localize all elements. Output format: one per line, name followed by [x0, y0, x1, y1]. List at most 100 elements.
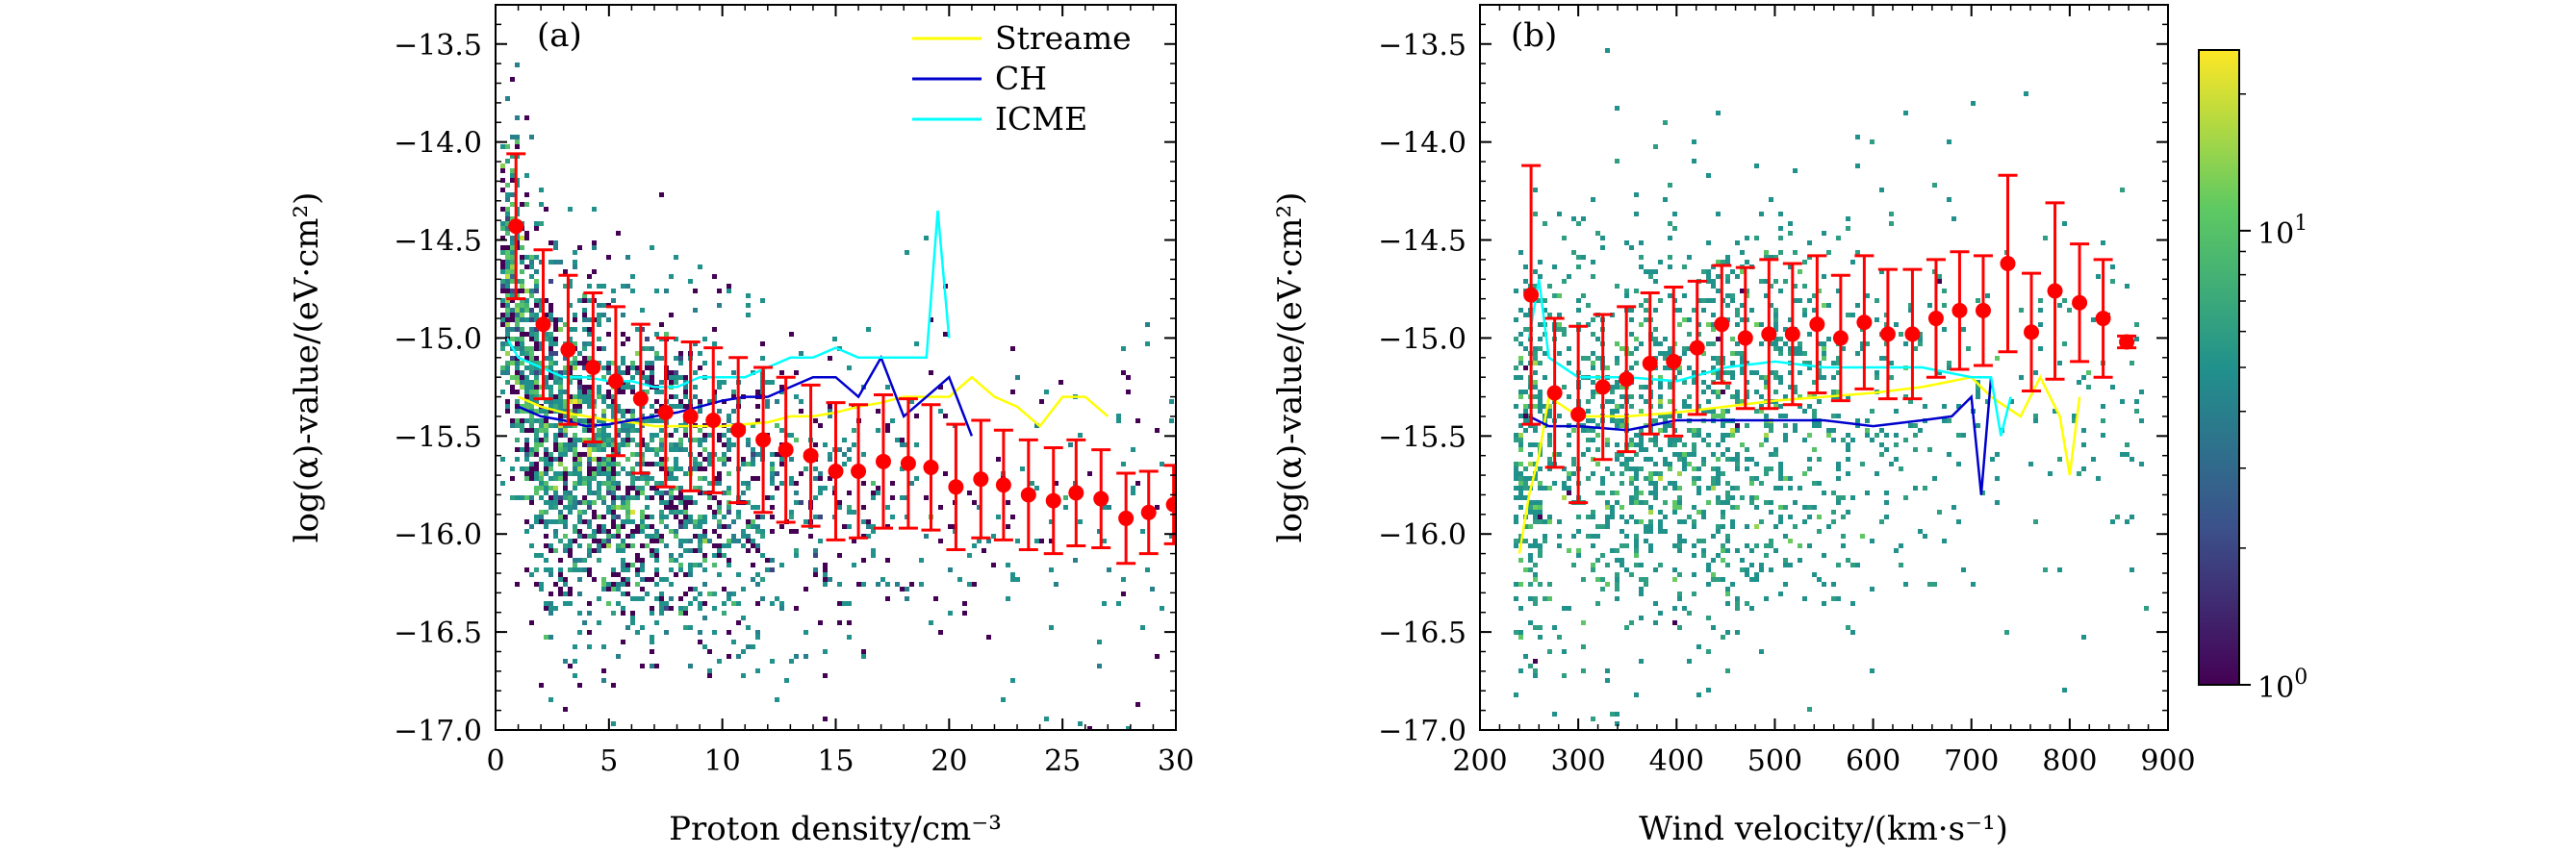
density-cell — [707, 462, 712, 466]
density-cell — [597, 515, 601, 519]
mean-errorbar — [2045, 201, 2065, 381]
density-cell — [616, 486, 621, 491]
density-cell — [746, 293, 751, 298]
density-cell — [1730, 582, 1735, 587]
density-cell — [1150, 587, 1155, 592]
density-cell — [823, 717, 828, 721]
density-cell — [573, 466, 577, 471]
density-cell — [1538, 337, 1543, 341]
density-cell — [548, 240, 553, 245]
density-cell — [664, 289, 669, 293]
density-cell — [625, 433, 630, 438]
density-cell — [573, 539, 577, 543]
density-cell — [1716, 529, 1721, 534]
density-cell — [1701, 462, 1706, 466]
density-cell — [1518, 423, 1523, 428]
density-cell — [1918, 332, 1923, 337]
density-cell — [1121, 592, 1126, 596]
density-cell — [1831, 438, 1836, 442]
density-cell — [688, 625, 693, 630]
density-cell — [539, 341, 544, 346]
density-cell — [1658, 476, 1663, 481]
density-cell — [654, 481, 659, 486]
density-cell — [1010, 572, 1015, 577]
density-cell — [1754, 164, 1759, 168]
mean-errorbar — [533, 248, 553, 401]
density-cell — [510, 245, 515, 250]
density-cell — [1672, 442, 1677, 447]
density-cell — [1514, 462, 1518, 466]
density-cell — [573, 317, 577, 322]
density-cell — [991, 534, 996, 539]
density-cell — [1947, 197, 1951, 202]
density-cell — [1942, 327, 1947, 332]
mean-point — [851, 464, 867, 480]
density-cell — [1672, 438, 1677, 442]
density-cell — [674, 404, 678, 409]
density-cell — [630, 385, 635, 390]
density-cell — [654, 572, 659, 577]
density-cell — [611, 486, 616, 491]
density-cell — [674, 476, 678, 481]
density-cell — [731, 409, 736, 414]
density-cell — [659, 428, 664, 433]
density-cell — [510, 260, 515, 264]
density-cell — [534, 491, 539, 495]
density-cell — [659, 606, 664, 611]
density-cell — [515, 337, 520, 341]
density-cell — [1528, 620, 1533, 625]
density-cell — [688, 563, 693, 567]
density-cell — [727, 447, 731, 452]
density-cell — [1740, 370, 1745, 375]
density-cell — [1754, 495, 1759, 500]
x-tick-label: 400 — [1649, 744, 1704, 778]
density-cell — [1894, 433, 1899, 438]
density-cell — [1538, 553, 1543, 558]
density-cell — [1802, 438, 1807, 442]
density-cell — [1672, 567, 1677, 572]
density-cell — [548, 466, 553, 471]
density-cell — [611, 683, 616, 688]
density-cell — [837, 553, 842, 558]
density-cell — [520, 260, 524, 264]
density-cell — [1860, 341, 1865, 346]
density-cell — [1001, 697, 1006, 702]
density-cell — [650, 433, 654, 438]
density-cell — [611, 582, 616, 587]
density-cell — [568, 303, 573, 308]
density-cell — [515, 63, 520, 67]
density-cell — [722, 433, 727, 438]
density-cell — [683, 519, 688, 524]
density-cell — [1653, 620, 1658, 625]
density-cell — [1538, 409, 1543, 414]
density-cell — [1711, 356, 1716, 361]
density-cell — [813, 548, 818, 553]
density-cell — [597, 313, 601, 317]
density-cell — [1961, 327, 1966, 332]
density-cell — [1966, 346, 1971, 351]
density-cell — [1769, 500, 1773, 505]
density-cell — [1841, 346, 1846, 351]
density-cell — [2081, 635, 2086, 640]
panel-b-x-axis-label: Wind velocity/(km·s⁻¹) — [1639, 810, 2008, 848]
density-cell — [751, 644, 755, 649]
density-cell — [1049, 625, 1054, 630]
density-cell — [640, 563, 645, 567]
density-cell — [1518, 534, 1523, 539]
density-cell — [1567, 606, 1571, 611]
density-cell — [1668, 255, 1672, 260]
density-cell — [1629, 515, 1634, 519]
density-cell — [544, 399, 548, 404]
density-cell — [1841, 438, 1846, 442]
density-cell — [664, 630, 669, 635]
density-cell — [1836, 356, 1841, 361]
density-cell — [1610, 712, 1615, 717]
density-cell — [1615, 404, 1620, 409]
density-cell — [2086, 370, 2091, 375]
density-cell — [1773, 313, 1778, 317]
density-cell — [606, 394, 611, 399]
density-cell — [529, 264, 534, 269]
density-cell — [587, 553, 592, 558]
density-cell — [520, 202, 524, 207]
